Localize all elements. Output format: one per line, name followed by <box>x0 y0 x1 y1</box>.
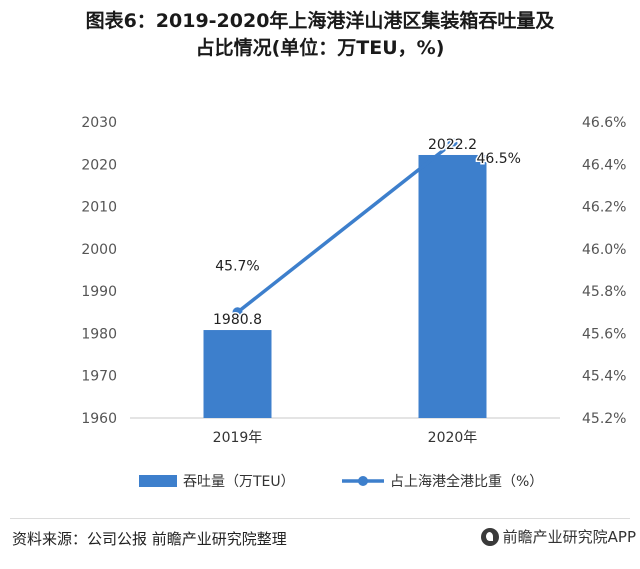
bar-data-label: 2022.2 <box>428 137 477 153</box>
brand-logo-icon <box>480 527 499 546</box>
right-axis-tick-label: 46.6% <box>582 115 626 131</box>
footer-divider <box>10 518 630 519</box>
chart-title-line2: 占比情况(单位：万TEU，%) <box>195 37 445 59</box>
chart-title: 图表6：2019-2020年上海港洋山港区集装箱吞吐量及 占比情况(单位：万TE… <box>0 8 640 62</box>
line-series-path <box>236 141 454 314</box>
chart-title-line1: 图表6：2019-2020年上海港洋山港区集装箱吞吐量及 <box>85 10 555 32</box>
left-axis-tick-label: 1990 <box>81 284 117 300</box>
left-axis-tick-label: 2030 <box>81 115 117 131</box>
legend-line-marker <box>358 476 368 486</box>
left-axis-tick-label: 2000 <box>81 242 117 258</box>
right-axis-tick-label: 46.4% <box>582 157 626 173</box>
x-axis-tick-label: 2019年 <box>213 430 263 446</box>
bar <box>418 154 487 419</box>
right-axis-tick-label: 45.2% <box>582 411 626 427</box>
line-data-label: 45.7% <box>215 258 259 274</box>
left-axis-tick-label: 2010 <box>81 200 117 216</box>
legend-line-label: 占上海港全港比重（%） <box>390 473 543 490</box>
bar-data-label: 1980.8 <box>213 312 262 328</box>
line-point <box>232 307 243 318</box>
legend-bar-swatch <box>139 475 177 487</box>
bar <box>203 330 272 418</box>
left-axis-tick-label: 1970 <box>81 369 117 385</box>
legend-bar-label: 吞吐量（万TEU） <box>183 474 295 490</box>
x-axis-tick-label: 2020年 <box>428 430 478 446</box>
left-axis-tick-label: 1960 <box>81 411 117 427</box>
right-axis-tick-label: 46.0% <box>582 242 626 258</box>
right-axis-tick-label: 45.4% <box>582 369 626 385</box>
line-data-label: 46.5% <box>477 151 521 167</box>
source-note: 资料来源：公司公报 前瞻产业研究院整理 <box>12 530 287 548</box>
right-axis-tick-label: 45.6% <box>582 326 626 342</box>
line-point <box>447 138 458 149</box>
brand-name: 前瞻产业研究院APP <box>502 528 636 546</box>
left-axis-tick-label: 1980 <box>81 326 117 342</box>
right-axis-tick-label: 46.2% <box>582 200 626 216</box>
left-axis-tick-label: 2020 <box>81 157 117 173</box>
right-axis-tick-label: 45.8% <box>582 284 626 300</box>
brand-mark: 前瞻产业研究院APP <box>480 526 636 547</box>
